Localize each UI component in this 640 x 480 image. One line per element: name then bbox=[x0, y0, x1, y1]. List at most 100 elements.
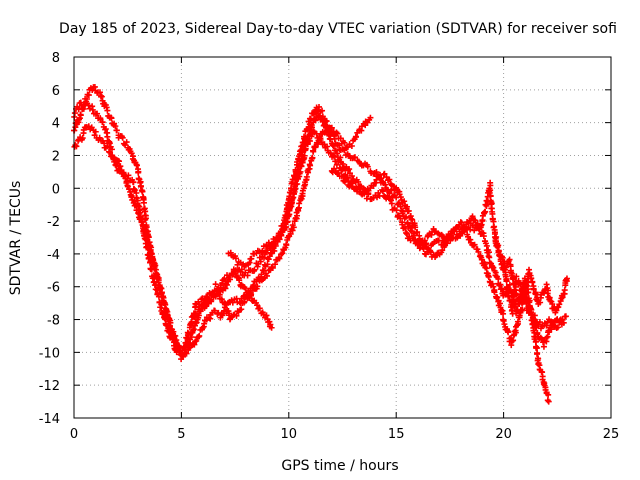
data-point bbox=[236, 277, 243, 284]
data-point bbox=[241, 298, 248, 305]
data-point bbox=[183, 350, 190, 357]
data-point bbox=[313, 130, 320, 137]
data-point bbox=[536, 319, 543, 326]
data-point bbox=[148, 251, 155, 258]
data-point bbox=[132, 202, 139, 209]
data-point bbox=[238, 266, 245, 273]
data-point bbox=[188, 318, 195, 325]
data-point bbox=[188, 334, 195, 341]
series-track-g bbox=[492, 234, 570, 317]
y-tick-label: -2 bbox=[47, 215, 60, 230]
data-point bbox=[92, 128, 99, 135]
data-point bbox=[130, 179, 137, 186]
data-point bbox=[297, 168, 304, 175]
data-point bbox=[338, 167, 345, 174]
data-point bbox=[102, 125, 109, 132]
data-point bbox=[480, 233, 487, 240]
data-point bbox=[308, 133, 315, 140]
data-point bbox=[265, 256, 272, 263]
data-point bbox=[116, 158, 123, 165]
data-point bbox=[290, 224, 297, 231]
data-point bbox=[485, 273, 492, 280]
data-point bbox=[85, 123, 92, 130]
data-point bbox=[233, 312, 240, 319]
x-tick-label: 10 bbox=[281, 427, 298, 442]
data-point bbox=[182, 344, 189, 351]
data-point bbox=[510, 297, 517, 304]
data-point bbox=[352, 133, 359, 140]
data-point bbox=[312, 110, 319, 117]
data-point bbox=[322, 128, 329, 135]
data-point bbox=[543, 322, 550, 329]
data-point bbox=[94, 110, 101, 117]
data-point bbox=[482, 208, 489, 215]
data-point bbox=[281, 226, 288, 233]
data-point bbox=[71, 110, 78, 117]
data-point bbox=[367, 114, 374, 121]
data-point bbox=[495, 242, 502, 249]
data-point bbox=[77, 112, 84, 119]
plot-frame bbox=[73, 56, 612, 419]
data-point bbox=[211, 307, 218, 314]
data-point bbox=[144, 236, 151, 243]
data-point bbox=[339, 160, 346, 167]
data-point bbox=[123, 178, 130, 185]
data-point bbox=[251, 266, 258, 273]
data-point bbox=[113, 127, 120, 134]
data-point bbox=[528, 275, 535, 282]
data-point bbox=[500, 310, 507, 317]
data-point bbox=[218, 296, 225, 303]
data-point bbox=[256, 305, 263, 312]
data-point bbox=[346, 183, 353, 190]
data-point bbox=[335, 169, 342, 176]
data-point bbox=[226, 310, 233, 317]
data-point bbox=[166, 316, 173, 323]
x-tick-label: 15 bbox=[388, 427, 405, 442]
data-point bbox=[194, 310, 201, 317]
data-point bbox=[85, 102, 92, 109]
data-point bbox=[556, 301, 563, 308]
data-point bbox=[533, 324, 540, 331]
data-point bbox=[77, 99, 84, 106]
data-point bbox=[196, 332, 203, 339]
series-track-f bbox=[328, 165, 567, 350]
y-axis-label: SDTVAR / TECUs bbox=[8, 181, 24, 296]
data-point bbox=[294, 212, 301, 219]
data-point bbox=[414, 229, 421, 236]
data-point bbox=[334, 130, 341, 137]
data-point bbox=[424, 244, 430, 251]
data-point bbox=[283, 241, 290, 248]
data-point bbox=[294, 180, 301, 187]
data-point bbox=[242, 285, 249, 292]
data-point bbox=[269, 264, 276, 271]
data-point bbox=[160, 293, 167, 300]
y-tick-label: -8 bbox=[47, 314, 60, 329]
data-point bbox=[260, 311, 267, 318]
data-point bbox=[89, 106, 96, 113]
data-point bbox=[309, 154, 316, 161]
data-point bbox=[232, 255, 239, 262]
data-point bbox=[403, 229, 410, 236]
data-point bbox=[284, 218, 291, 225]
data-point bbox=[276, 255, 283, 262]
data-point bbox=[108, 115, 115, 122]
data-point bbox=[342, 171, 349, 178]
data-point bbox=[348, 143, 355, 150]
data-point bbox=[417, 244, 424, 251]
data-point bbox=[280, 225, 287, 232]
data-point bbox=[264, 261, 271, 268]
data-point bbox=[79, 135, 86, 142]
data-point bbox=[259, 247, 266, 254]
data-point bbox=[133, 162, 140, 169]
data-point bbox=[543, 334, 550, 341]
data-point bbox=[182, 339, 189, 346]
data-point bbox=[511, 292, 518, 299]
data-point bbox=[279, 250, 286, 257]
data-point bbox=[504, 289, 511, 296]
data-point bbox=[208, 298, 215, 305]
data-point bbox=[505, 329, 512, 336]
data-point bbox=[267, 321, 274, 328]
data-point bbox=[545, 287, 552, 294]
series-track-b bbox=[71, 99, 372, 363]
data-point bbox=[310, 147, 317, 154]
